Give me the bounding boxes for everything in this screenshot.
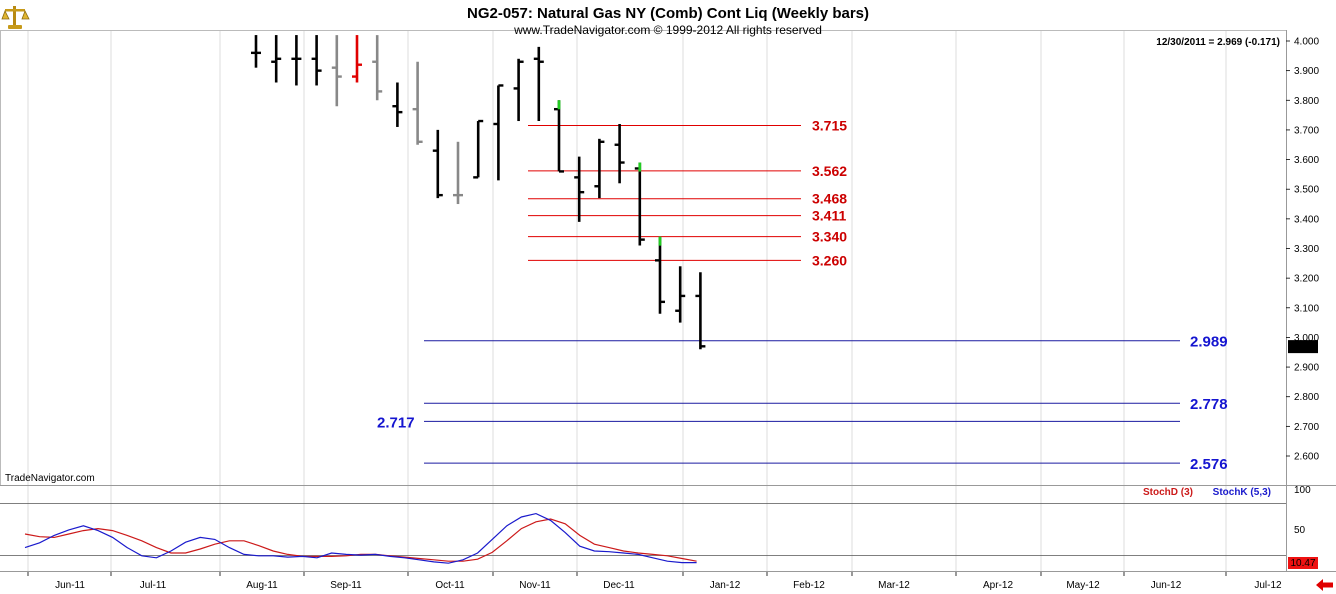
time-axis-label: Apr-12	[983, 580, 1013, 591]
ohlc-bar	[372, 35, 383, 101]
stoch-last-value: 10.47	[1290, 558, 1315, 569]
price-tick-label: 2.900	[1294, 363, 1319, 374]
ohlc-bar	[634, 162, 645, 246]
price-tick-label: 3.600	[1294, 155, 1319, 166]
red-level-label: 3.340	[812, 229, 847, 245]
price-panel-frame	[0, 30, 1287, 486]
ohlc-bar	[392, 82, 403, 127]
ohlc-bar	[513, 58, 524, 122]
time-axis-label: Nov-11	[519, 580, 551, 591]
time-axis-label: Feb-12	[793, 580, 825, 591]
blue-level-label: 2.717	[377, 414, 415, 431]
stoch-tick-50: 50	[1294, 525, 1306, 536]
stoch-lines	[24, 512, 697, 564]
price-tick-label: 3.900	[1294, 66, 1319, 77]
stoch-tick-100: 100	[1294, 485, 1311, 496]
price-tick-label: 3.000	[1294, 333, 1319, 344]
red-level-label: 3.260	[812, 252, 847, 268]
blue-level-label: 2.989	[1190, 334, 1228, 351]
ohlc-bar	[655, 236, 665, 314]
time-axis-label: Aug-11	[246, 580, 278, 591]
ohlc-bar	[533, 46, 544, 122]
ohlc-bar	[594, 138, 605, 199]
last-price-value: 2.969	[1290, 342, 1315, 353]
time-axis-label: Jun-11	[55, 580, 85, 591]
copyright-text: www.TradeNavigator.com © 1999-2012 All r…	[513, 23, 822, 37]
time-axis-label: Mar-12	[878, 580, 910, 591]
ohlc-bar	[291, 35, 302, 86]
ohlc-bar	[574, 156, 585, 222]
time-axis-label: Jun-12	[1151, 580, 1182, 591]
ohlc-bar	[311, 35, 322, 86]
red-level-label: 3.715	[812, 117, 847, 133]
blue-level-label: 2.576	[1190, 456, 1228, 473]
ohlc-bar	[432, 129, 443, 199]
time-axis-label: May-12	[1066, 580, 1100, 591]
time-axis-label: Jan-12	[710, 580, 741, 591]
time-axis-label: Jul-12	[1254, 580, 1282, 591]
price-tick-label: 2.800	[1294, 392, 1319, 403]
price-tick-label: 3.700	[1294, 125, 1319, 136]
ohlc-bars	[251, 35, 706, 350]
ohlc-bar	[352, 35, 362, 83]
ohlc-bar	[251, 35, 261, 68]
blue-level-label: 2.778	[1190, 396, 1228, 413]
brand-watermark: TradeNavigator.com	[5, 473, 95, 484]
ohlc-bar	[453, 141, 463, 205]
ohlc-bar	[412, 61, 423, 145]
ohlc-bar	[554, 100, 564, 173]
stoch-d-legend: StochD (3)	[1143, 487, 1193, 498]
time-axis-label: Jul-11	[140, 580, 167, 591]
price-tick-label: 3.800	[1294, 96, 1319, 107]
ohlc-bar	[271, 35, 282, 83]
red-level-label: 3.468	[812, 191, 847, 207]
ohlc-bar	[675, 266, 686, 323]
time-axis-labels: Jun-11 Jul-11 Aug-11 Sep-11 Oct-11 Nov-11 Dec-…	[27, 572, 1282, 591]
ohlc-bar	[493, 84, 504, 181]
ohlc-bar	[695, 272, 706, 350]
stoch-last-tag: 10.47	[1288, 557, 1318, 569]
stoch-d-line	[24, 518, 697, 562]
last-price-tag: 2.969	[1288, 340, 1318, 354]
chart-title: NG2-057: Natural Gas NY (Comb) Cont Liq …	[467, 5, 869, 22]
red-level-label: 3.411	[812, 208, 846, 224]
price-tick-label: 3.400	[1294, 214, 1319, 225]
price-tick-label: 3.300	[1294, 244, 1319, 255]
price-tick-label: 3.100	[1294, 303, 1319, 314]
price-tick-label: 2.600	[1294, 452, 1319, 463]
vertical-gridlines	[27, 31, 1227, 571]
time-axis-label: Sep-11	[330, 580, 362, 591]
time-axis-label: Dec-11	[603, 580, 635, 591]
ohlc-bar	[473, 119, 484, 179]
time-axis-label: Oct-11	[435, 580, 465, 591]
ohlc-bar	[614, 124, 625, 184]
price-tick-label: 2.700	[1294, 422, 1319, 433]
scroll-left-arrow-icon[interactable]	[1313, 574, 1336, 594]
ohlc-bar	[331, 35, 342, 107]
price-axis-ticks: 4.000 3.900 3.800 3.700 3.600 3.500 3.400 3.300…	[1286, 37, 1319, 463]
price-tick-label: 3.500	[1294, 185, 1319, 196]
price-tick-label: 4.000	[1294, 37, 1319, 48]
last-bar-info: 12/30/2011 = 2.969 (-0.171)	[1156, 37, 1280, 48]
price-tick-label: 3.200	[1294, 274, 1319, 285]
stoch-k-line	[24, 512, 697, 564]
stoch-k-legend: StochK (5,3)	[1213, 487, 1271, 498]
scales-icon[interactable]	[1, 6, 30, 29]
red-level-label: 3.562	[812, 163, 847, 179]
